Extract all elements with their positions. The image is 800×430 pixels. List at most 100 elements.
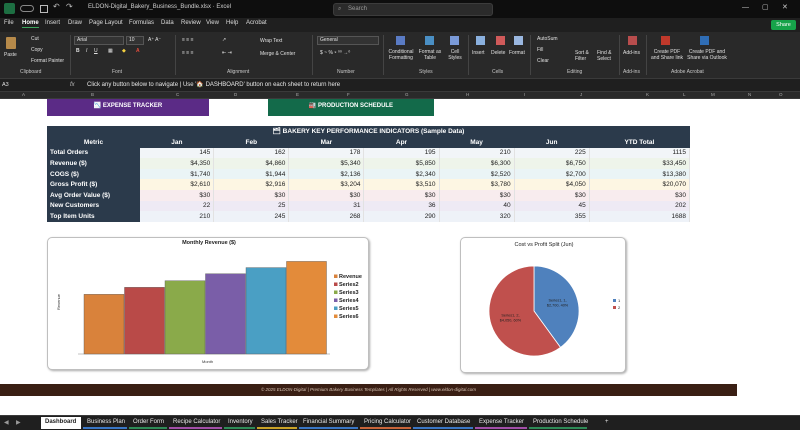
- kpi-value-cell[interactable]: $33,450: [589, 158, 691, 169]
- font-color-button[interactable]: A: [136, 48, 140, 54]
- copy-button[interactable]: Copy: [31, 47, 43, 53]
- kpi-value-cell[interactable]: $30: [288, 189, 365, 201]
- kpi-value-cell[interactable]: 225: [514, 147, 590, 159]
- kpi-value-cell[interactable]: 210: [439, 147, 515, 159]
- save-icon[interactable]: [40, 5, 48, 13]
- column-header[interactable]: G: [405, 92, 409, 97]
- format-cells-icon[interactable]: [514, 36, 523, 45]
- delete-cells-button[interactable]: Delete: [491, 50, 506, 56]
- scroll-right-icon[interactable]: ▶: [16, 420, 21, 426]
- orientation-button[interactable]: ↗: [222, 37, 227, 43]
- autosum-button[interactable]: AutoSum: [537, 36, 558, 42]
- sheet-tab[interactable]: Recipe Calculator: [169, 417, 222, 429]
- search-input[interactable]: ⌕ Search: [333, 3, 493, 16]
- kpi-metric-label[interactable]: Top Item Units: [47, 211, 140, 222]
- sheet-tab[interactable]: Production Schedule: [529, 417, 588, 429]
- kpi-value-cell[interactable]: $3,780: [439, 179, 515, 190]
- fill-button[interactable]: Fill: [537, 47, 544, 53]
- fill-color-button[interactable]: ◆: [122, 48, 126, 54]
- format-cells-button[interactable]: Format: [509, 50, 525, 56]
- bar-series5[interactable]: [245, 267, 287, 355]
- wrap-text-button[interactable]: Wrap Text: [260, 38, 283, 44]
- kpi-value-cell[interactable]: 245: [213, 211, 290, 222]
- sheet-tab[interactable]: Business Plan: [83, 417, 127, 429]
- kpi-value-cell[interactable]: 202: [589, 200, 691, 212]
- kpi-value-cell[interactable]: 22: [140, 200, 215, 212]
- kpi-value-cell[interactable]: $20,070: [589, 179, 691, 190]
- sheet-tab[interactable]: Pricing Calculator: [360, 417, 411, 429]
- kpi-value-cell[interactable]: 178: [288, 147, 365, 159]
- kpi-value-cell[interactable]: $6,750: [514, 158, 590, 169]
- kpi-value-cell[interactable]: 40: [439, 200, 515, 212]
- sheet-tab[interactable]: Dashboard: [41, 417, 81, 429]
- paste-button[interactable]: Paste: [4, 52, 17, 58]
- worksheet[interactable]: 📉 EXPENSE TRACKER 🏭 PRODUCTION SCHEDULE …: [0, 99, 800, 415]
- format-table-icon[interactable]: [425, 36, 434, 45]
- bold-button[interactable]: B: [76, 48, 80, 54]
- sheet-tab[interactable]: Order Form: [129, 417, 167, 429]
- kpi-value-cell[interactable]: 210: [140, 211, 215, 222]
- kpi-value-cell[interactable]: $30: [589, 189, 691, 201]
- addins-button[interactable]: Add-ins: [623, 50, 640, 56]
- borders-button[interactable]: ▦: [108, 48, 113, 54]
- format-as-table-button[interactable]: Format as Table: [418, 49, 442, 61]
- add-sheet-button[interactable]: +: [605, 419, 609, 425]
- column-header[interactable]: J: [580, 92, 583, 97]
- kpi-metric-label[interactable]: New Customers: [47, 200, 140, 212]
- column-header[interactable]: O: [779, 92, 783, 97]
- kpi-value-cell[interactable]: $6,300: [439, 158, 515, 169]
- kpi-value-cell[interactable]: $3,510: [363, 179, 440, 190]
- paste-icon[interactable]: [6, 37, 16, 49]
- kpi-value-cell[interactable]: $2,136: [288, 168, 365, 180]
- sheet-tab[interactable]: Financial Summary: [299, 417, 358, 429]
- bar-revenue[interactable]: [83, 294, 125, 355]
- kpi-value-cell[interactable]: 355: [514, 211, 590, 222]
- currency-button[interactable]: $ ~ % ⁹ ⁰⁰ →⁰: [320, 50, 351, 56]
- close-button[interactable]: ✕: [782, 4, 788, 11]
- number-format-dropdown[interactable]: General: [317, 36, 379, 45]
- pie-slice-2[interactable]: [488, 265, 562, 357]
- kpi-value-cell[interactable]: 36: [363, 200, 440, 212]
- column-header[interactable]: D: [234, 92, 238, 97]
- share-button[interactable]: Share: [771, 20, 796, 30]
- kpi-metric-label[interactable]: Total Orders: [47, 147, 140, 159]
- sheet-tab[interactable]: Customer Database: [413, 417, 473, 429]
- kpi-value-cell[interactable]: $2,340: [363, 168, 440, 180]
- kpi-value-cell[interactable]: $1,740: [140, 168, 215, 180]
- revenue-chart[interactable]: Monthly Revenue ($) Revenue Series2 Series…: [47, 237, 369, 370]
- column-header[interactable]: L: [683, 92, 686, 97]
- tab-acrobat[interactable]: Acrobat: [246, 20, 267, 26]
- tab-page-layout[interactable]: Page Layout: [89, 20, 123, 26]
- cell-styles-icon[interactable]: [450, 36, 459, 45]
- kpi-value-cell[interactable]: $30: [514, 189, 590, 201]
- sheet-tab[interactable]: Expense Tracker: [475, 417, 527, 429]
- undo-icon[interactable]: ↶: [53, 2, 60, 11]
- cost-profit-pie-chart[interactable]: Cost vs Profit Split (Jun) Series1, 1, $2…: [460, 237, 626, 373]
- kpi-value-cell[interactable]: $5,850: [363, 158, 440, 169]
- minimize-button[interactable]: —: [742, 4, 749, 11]
- kpi-value-cell[interactable]: $4,860: [213, 158, 290, 169]
- autosave-toggle[interactable]: [20, 5, 34, 12]
- production-schedule-button[interactable]: 🏭 PRODUCTION SCHEDULE: [268, 99, 434, 116]
- font-name-dropdown[interactable]: Arial: [74, 36, 124, 45]
- kpi-value-cell[interactable]: $2,916: [213, 179, 290, 190]
- italic-button[interactable]: I: [86, 48, 88, 54]
- tab-help[interactable]: Help: [226, 20, 239, 26]
- column-header[interactable]: H: [466, 92, 470, 97]
- underline-button[interactable]: U: [94, 48, 98, 54]
- kpi-metric-label[interactable]: Gross Profit ($): [47, 179, 140, 190]
- kpi-value-cell[interactable]: 268: [288, 211, 365, 222]
- cell-styles-button[interactable]: Cell Styles: [448, 49, 462, 61]
- kpi-value-cell[interactable]: $30: [439, 189, 515, 201]
- kpi-metric-label[interactable]: Revenue ($): [47, 158, 140, 169]
- kpi-value-cell[interactable]: $30: [140, 189, 215, 201]
- kpi-value-cell[interactable]: $4,350: [140, 158, 215, 169]
- create-pdf-outlook-button[interactable]: Create PDF and Share via Outlook: [687, 49, 727, 61]
- indent-button[interactable]: ⇤ ⇥: [222, 50, 232, 56]
- kpi-value-cell[interactable]: $13,380: [589, 168, 691, 180]
- delete-cells-icon[interactable]: [496, 36, 505, 45]
- outlook-pdf-icon[interactable]: [700, 36, 709, 45]
- kpi-value-cell[interactable]: 25: [213, 200, 290, 212]
- tab-view[interactable]: View: [206, 20, 219, 26]
- kpi-value-cell[interactable]: $5,340: [288, 158, 365, 169]
